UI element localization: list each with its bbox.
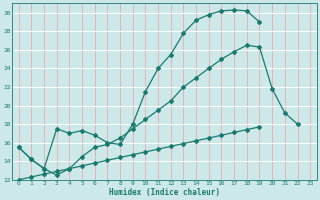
X-axis label: Humidex (Indice chaleur): Humidex (Indice chaleur) [109, 188, 220, 197]
